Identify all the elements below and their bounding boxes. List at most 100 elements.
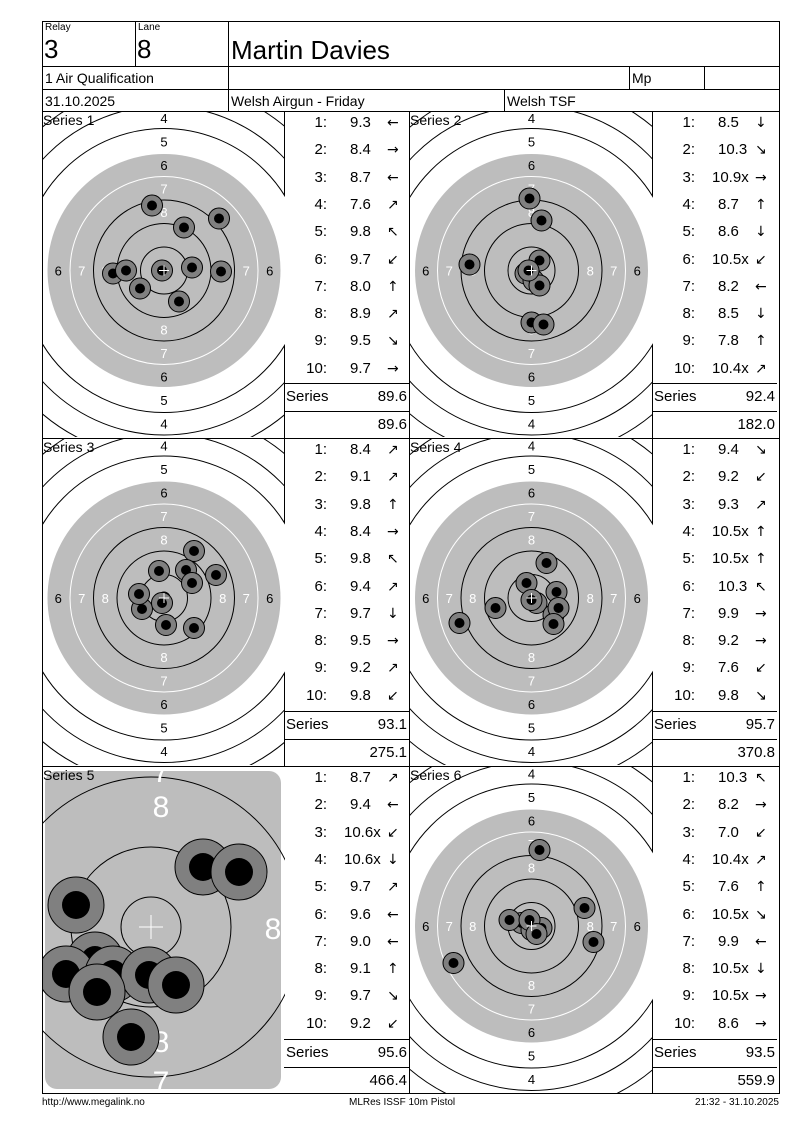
shot-row: 4: 8.7 ↑ [652, 196, 777, 214]
shot-score: 8.4 [350, 441, 371, 458]
shot-direction-icon: ← [387, 115, 399, 131]
ring-number: 6 [160, 369, 167, 384]
ring-number: 6 [634, 919, 641, 934]
shot-row: 2: 9.1 ↗ [284, 468, 409, 486]
shot-score: 7.6 [718, 878, 739, 896]
series-total: 92.4 [745, 388, 775, 405]
relay-number: 3 [44, 34, 59, 64]
shot-score: 8.5 [718, 305, 739, 323]
shot-number: 9: [314, 987, 327, 1005]
shot-score: 9.6 [350, 905, 371, 923]
relay-label: Relay [45, 22, 71, 33]
shot-hole-center [524, 915, 535, 925]
series-total-label: Series [286, 1044, 329, 1061]
club-name: Welsh TSF [507, 93, 576, 109]
shot-row: 5: 9.8 ↖ [284, 223, 409, 241]
shot-direction-icon: ↗ [387, 469, 399, 486]
shot-score: 9.3 [718, 495, 739, 513]
target-ring [69, 503, 259, 693]
shot-row: 10: 9.8 ↘ [652, 687, 777, 705]
shot-number: 6: [314, 577, 327, 595]
series-total-divider [652, 711, 777, 712]
shot-hole-center [147, 200, 157, 211]
target-ring [43, 439, 285, 763]
shot-direction-icon: ↗ [387, 196, 399, 213]
shot-direction-icon: ↑ [387, 496, 399, 513]
cumulative-total: 466.4 [369, 1072, 407, 1089]
shot-direction-icon: → [387, 633, 399, 650]
shot-direction-icon: ↘ [755, 442, 767, 458]
shot-score: 9.7 [350, 878, 371, 896]
shot-row: 8: 8.9 ↗ [284, 305, 409, 323]
series-total: 93.5 [745, 1044, 775, 1061]
series-total: 93.1 [377, 716, 407, 733]
shot-row: 5: 9.7 ↗ [284, 878, 409, 896]
series-total-divider [652, 1067, 777, 1068]
shot-score: 7.0 [718, 823, 739, 841]
shot-direction-icon: ↘ [755, 142, 767, 159]
shot-direction-icon: ↓ [755, 306, 767, 323]
target-series-1: 44445555666677778888 [43, 112, 285, 437]
shot-score: 10.6x [344, 850, 381, 868]
shot-row: 1: 8.7 ↗ [284, 769, 409, 787]
ring-number: 7 [528, 673, 535, 688]
shot-direction-icon: ↓ [387, 605, 399, 622]
ring-number: 7 [610, 919, 617, 934]
shot-number: 2: [314, 468, 327, 486]
footer-url[interactable]: http://www.megalink.no [42, 1097, 145, 1108]
shot-number: 7: [314, 604, 327, 622]
shot-number: 10: [674, 1014, 695, 1032]
shot-score: 9.8 [350, 495, 371, 513]
ring-number: 8 [587, 264, 594, 279]
shot-score: 7.8 [718, 332, 739, 350]
shot-number: 3: [682, 168, 695, 186]
competition-date: 31.10.2025 [45, 93, 116, 109]
target-ring [484, 550, 579, 646]
ring-number: 8 [528, 532, 535, 547]
ring-number: 7 [78, 264, 85, 279]
shot-direction-icon: ↗ [387, 306, 399, 323]
shot-number: 1: [682, 769, 695, 786]
ring-number: 4 [528, 439, 535, 453]
shot-hole-center [181, 565, 191, 575]
shot-row: 3: 10.6x ↙ [284, 824, 409, 842]
shot-row: 1: 9.4 ↘ [652, 441, 777, 459]
shot-row: 6: 9.6 ← [284, 906, 409, 924]
shooter-name: Martin Davies [231, 35, 390, 65]
shot-number: 3: [314, 168, 327, 186]
shot-hole-center [490, 603, 501, 613]
target-ring [116, 550, 212, 646]
ring-number: 5 [528, 393, 535, 408]
shot-number: 7: [682, 932, 695, 950]
series-title: Series 1 [43, 112, 95, 128]
shot-score: 9.7 [350, 250, 371, 268]
ring-number: 8 [528, 650, 535, 665]
shot-hole-center [117, 1023, 145, 1051]
shot-score: 9.4 [718, 441, 739, 458]
shot-row: 8: 9.2 → [652, 632, 777, 650]
shot-direction-icon: → [755, 633, 767, 650]
shot-score: 9.8 [350, 223, 371, 241]
shot-number: 5: [314, 550, 327, 568]
ring-number: 5 [528, 790, 535, 805]
shot-direction-icon: ↗ [387, 770, 399, 786]
shot-direction-icon: ↗ [387, 578, 399, 595]
shot-number: 6: [682, 250, 695, 268]
shot-row: 4: 10.5x ↑ [652, 523, 777, 541]
ring-number: 7 [610, 591, 617, 606]
shot-hole-center [189, 546, 199, 556]
shot-hole-center [551, 587, 562, 597]
shot-hole-center [216, 266, 226, 277]
shot-row: 3: 9.3 ↗ [652, 496, 777, 514]
ring-number: 8 [160, 322, 167, 337]
shot-direction-icon: → [755, 1015, 767, 1032]
ring-number: 8 [102, 591, 109, 606]
shot-direction-icon: ↙ [387, 687, 399, 704]
ring-number: 6 [528, 485, 535, 500]
shot-direction-icon: ↙ [755, 660, 767, 677]
shot-number: 4: [682, 850, 695, 868]
shot-row: 10: 9.8 ↙ [284, 687, 409, 705]
shot-score: 9.1 [350, 960, 371, 978]
series-title: Series 2 [410, 112, 462, 128]
shot-number: 7: [682, 277, 695, 295]
